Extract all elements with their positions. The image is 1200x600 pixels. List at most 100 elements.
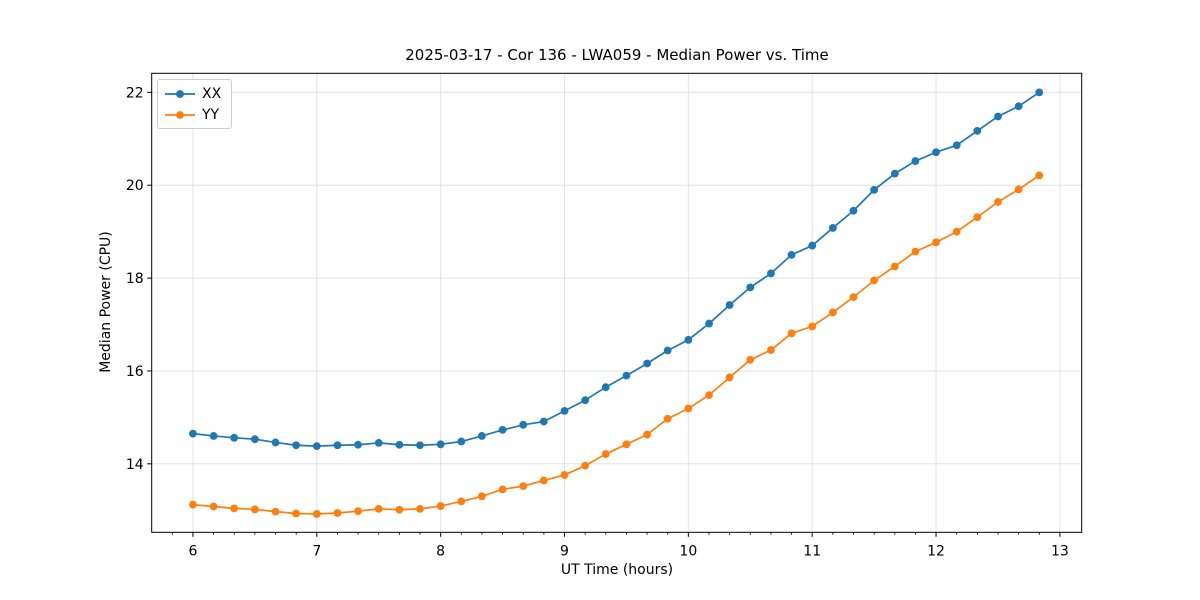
x-tick-label: 13	[1051, 543, 1069, 559]
data-point-xx	[250, 435, 259, 444]
legend-line-sample-yy	[165, 110, 195, 119]
data-point-xx	[849, 206, 858, 215]
data-point-xx	[436, 440, 445, 449]
data-point-xx	[890, 169, 899, 178]
data-point-yy	[1035, 171, 1044, 180]
y-tick-label: 14	[126, 457, 144, 473]
data-point-xx	[808, 241, 817, 250]
data-point-xx	[622, 371, 631, 380]
data-point-xx	[477, 432, 486, 440]
data-point-yy	[395, 505, 404, 514]
data-point-xx	[684, 335, 693, 344]
data-point-xx	[705, 319, 713, 328]
data-point-xx	[1035, 88, 1044, 97]
data-point-xx	[746, 283, 755, 292]
data-point-yy	[932, 238, 940, 247]
data-point-xx	[292, 441, 301, 450]
data-point-yy	[477, 492, 486, 501]
x-tick-label: 11	[803, 543, 821, 559]
data-point-xx	[312, 442, 321, 451]
data-point-yy	[581, 461, 590, 470]
data-point-xx	[787, 250, 796, 259]
data-point-yy	[539, 476, 548, 485]
data-point-yy	[973, 213, 982, 222]
y-axis-label: Median Power (CPU)	[98, 231, 114, 373]
data-point-xx	[994, 112, 1002, 121]
y-tick-label: 18	[126, 271, 144, 287]
data-point-xx	[973, 126, 982, 135]
data-point-xx	[952, 141, 961, 150]
data-point-xx	[189, 429, 197, 438]
data-point-yy	[436, 502, 445, 510]
x-tick-label: 8	[436, 543, 445, 559]
data-point-xx	[725, 301, 734, 309]
data-point-yy	[1014, 185, 1023, 194]
data-point-yy	[354, 507, 362, 516]
data-point-xx	[828, 224, 837, 232]
data-point-yy	[230, 504, 239, 513]
data-point-xx	[395, 440, 404, 449]
data-point-xx	[911, 157, 920, 165]
data-point-yy	[994, 198, 1002, 206]
data-point-yy	[725, 373, 734, 382]
data-point-yy	[271, 507, 280, 516]
x-tick-label: 9	[560, 543, 569, 559]
data-point-yy	[767, 346, 775, 354]
data-point-xx	[416, 441, 424, 450]
data-point-yy	[601, 450, 610, 458]
legend-item-yy: YY	[165, 105, 221, 124]
data-point-xx	[643, 359, 652, 368]
data-point-xx	[271, 438, 280, 447]
data-point-xx	[601, 383, 610, 392]
data-point-yy	[787, 329, 796, 338]
x-axis-label: UT Time (hours)	[560, 562, 674, 578]
legend-marker-icon	[176, 110, 184, 119]
data-point-xx	[663, 346, 672, 355]
data-point-yy	[333, 509, 342, 517]
legend-line-sample-xx	[165, 89, 195, 98]
x-tick-label: 7	[312, 543, 321, 559]
data-point-xx	[539, 417, 548, 426]
y-tick-label: 20	[126, 178, 144, 194]
data-point-yy	[560, 471, 569, 479]
data-point-yy	[890, 262, 899, 271]
chart-title: 2025-03-17 - Cor 136 - LWA059 - Median P…	[405, 46, 829, 64]
data-point-xx	[932, 148, 940, 157]
data-point-yy	[498, 485, 507, 494]
y-tick-label: 22	[126, 85, 144, 101]
data-point-yy	[374, 504, 383, 513]
plot-area	[151, 73, 1082, 533]
data-point-yy	[828, 308, 837, 317]
data-point-xx	[457, 437, 466, 446]
legend-item-xx: XX	[165, 84, 221, 103]
data-point-yy	[663, 414, 672, 423]
x-tick-label: 6	[188, 543, 197, 559]
data-point-xx	[1014, 102, 1023, 111]
legend-marker-icon	[176, 89, 184, 98]
data-point-xx	[333, 441, 342, 450]
data-point-yy	[808, 322, 817, 331]
data-point-yy	[416, 504, 424, 513]
data-point-xx	[581, 396, 590, 405]
data-point-xx	[230, 433, 239, 442]
data-point-yy	[519, 482, 528, 490]
x-tick-label: 10	[679, 543, 697, 559]
data-point-yy	[292, 509, 301, 518]
data-point-yy	[457, 497, 466, 506]
data-point-xx	[519, 420, 528, 429]
data-point-xx	[498, 426, 507, 434]
legend-label: YY	[202, 106, 220, 123]
data-point-xx	[374, 439, 383, 447]
y-tick-label: 16	[126, 364, 144, 380]
legend-label: XX	[202, 85, 222, 102]
plot-border	[151, 72, 1083, 533]
data-point-yy	[684, 404, 693, 413]
data-point-yy	[209, 502, 218, 511]
data-point-yy	[746, 355, 755, 364]
data-point-yy	[643, 430, 652, 439]
data-point-yy	[911, 247, 920, 256]
data-point-yy	[622, 440, 631, 449]
x-tick-label: 12	[927, 543, 945, 559]
